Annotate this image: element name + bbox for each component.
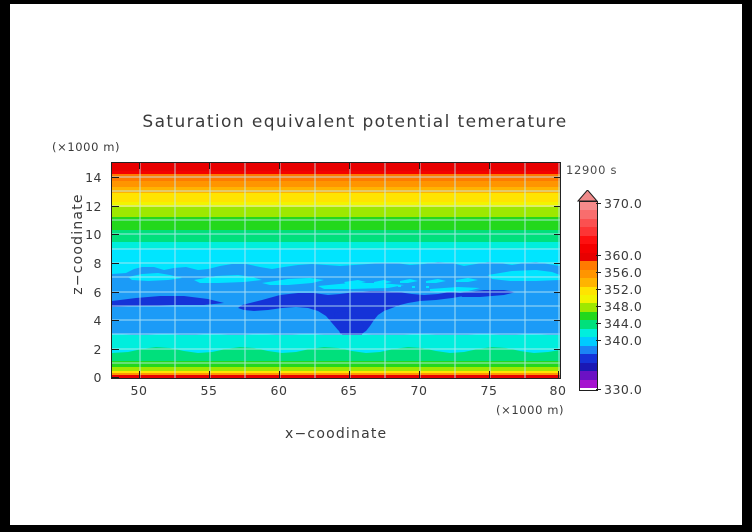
colorbar-band-350 [580,294,597,304]
colorbar-tick-340 [596,340,601,341]
x-tick-top-55 [209,163,210,169]
colorbar-band-364 [580,235,597,245]
time-stamp-label: 12900 s [566,163,618,177]
colorbar-label-356: 356.0 [604,265,643,280]
colorbar-tick-370 [596,203,601,204]
y-tick-label-14: 14 [85,170,102,185]
y-tick-right-6 [554,292,560,293]
colorbar-band-340 [580,337,597,346]
y-axis-title: z−coodinate [70,193,86,295]
y-tick-2 [112,349,119,350]
colorbar-band-362 [580,244,597,253]
y-tick-label-2: 2 [93,342,102,357]
colorbar-label-340: 340.0 [604,333,643,348]
colorbar-band-336 [580,354,597,363]
y-tick-label-12: 12 [85,199,102,214]
colorbar-band-348 [580,303,597,312]
colorbar-band-338 [580,345,597,355]
x-tick-top-65 [349,163,350,169]
y-tick-8 [112,263,119,264]
y-tick-4 [112,320,119,321]
x-tick-label-65: 65 [340,383,358,398]
colorbar-tick-356 [596,272,601,273]
colorbar-label-360: 360.0 [604,248,643,263]
contour-field [112,163,560,378]
colorbar-band-342 [580,328,597,338]
y-tick-label-6: 6 [93,285,102,300]
colorbar-band-344 [580,320,597,329]
colorbar-band-366 [580,227,597,236]
colorbar-band-332 [580,371,597,380]
figure-canvas: Saturation equivalent potential temeratu… [10,4,742,525]
colorbar-band-360 [580,252,597,262]
colorbar-band-370 [580,210,597,219]
x-tick-label-50: 50 [130,383,148,398]
x-axis-title: x−coodinate [285,426,388,442]
x-tick-50 [139,371,140,378]
contour-bands [112,163,560,378]
colorbar-band-372 [580,202,597,211]
x-tick-80 [558,371,559,378]
colorbar-band-354 [580,278,597,287]
colorbar-band-346 [580,311,597,321]
y-tick-10 [112,234,119,235]
y-tick-label-10: 10 [85,227,102,242]
colorbar-band-330 [580,379,597,388]
y-tick-label-8: 8 [93,256,102,271]
colorbar-label-344: 344.0 [604,316,643,331]
y-tick-right-14 [554,177,560,178]
x-tick-label-80: 80 [549,383,567,398]
x-tick-label-55: 55 [200,383,218,398]
colorbar-band-334 [580,362,597,372]
y-tick-0 [112,377,119,378]
y-tick-12 [112,206,119,207]
colorbar-tick-360 [596,255,601,256]
colorbar-band-368 [580,218,597,228]
y-tick-label-4: 4 [93,313,102,328]
y-tick-label-0: 0 [93,370,102,385]
x-tick-top-75 [489,163,490,169]
contour-plot-area [111,162,561,379]
x-tick-top-50 [139,163,140,169]
x-tick-top-70 [419,163,420,169]
colorbar-band-352 [580,286,597,295]
y-tick-right-2 [554,349,560,350]
x-tick-65 [349,371,350,378]
y-tick-14 [112,177,119,178]
colorbar-label-330: 330.0 [604,382,643,397]
x-tick-75 [489,371,490,378]
x-tick-label-60: 60 [270,383,288,398]
page-title: Saturation equivalent potential temeratu… [142,112,568,132]
grid-lines [112,163,560,378]
colorbar-label-352: 352.0 [604,282,643,297]
colorbar-tick-352 [596,289,601,290]
y-tick-right-4 [554,320,560,321]
colorbar-band-356 [580,269,597,279]
colorbar-label-348: 348.0 [604,299,643,314]
colorbar-tick-330 [596,389,601,390]
y-tick-6 [112,292,119,293]
y-tick-right-10 [554,234,560,235]
y-axis-unit-note: (×1000 m) [52,140,121,154]
x-tick-55 [209,371,210,378]
colorbar-tick-348 [596,306,601,307]
colorbar-label-370: 370.0 [604,196,643,211]
colorbar[interactable] [579,201,598,391]
x-tick-70 [419,371,420,378]
x-tick-top-60 [279,163,280,169]
colorbar-band-358 [580,261,597,270]
x-axis-unit-note: (×1000 m) [496,403,565,417]
x-tick-60 [279,371,280,378]
x-tick-label-75: 75 [480,383,498,398]
colorbar-tick-344 [596,323,601,324]
y-tick-right-12 [554,206,560,207]
y-tick-right-8 [554,263,560,264]
x-tick-label-70: 70 [410,383,428,398]
